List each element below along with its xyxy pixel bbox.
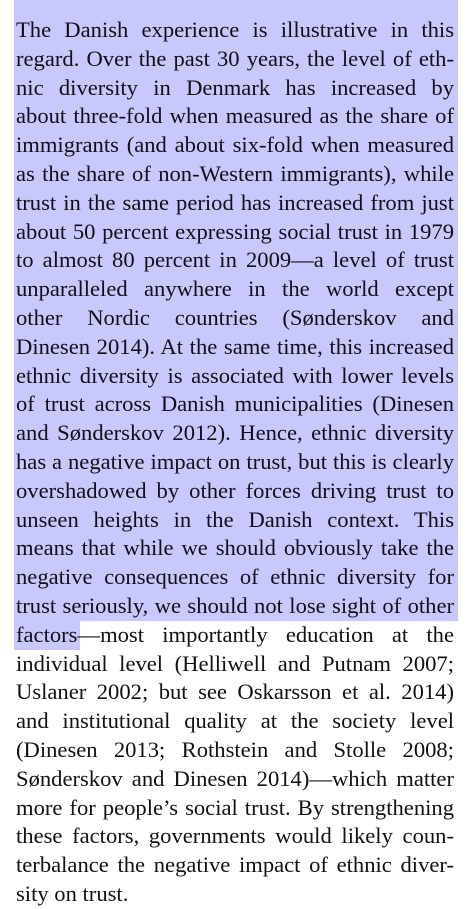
text-line: overshadowed by other forces driving tru…	[16, 477, 454, 503]
highlight-line	[14, 361, 458, 391]
text-line: trust in the same period has increased f…	[16, 189, 454, 215]
highlight-line	[14, 44, 458, 74]
highlight-line	[14, 534, 458, 564]
text-line: unseen heights in the Danish context. Th…	[16, 506, 454, 532]
text-line: regard. Over the past 30 years, the leve…	[16, 45, 454, 71]
text-line: and Sønderskov 2012). Hence, ethnic dive…	[16, 420, 454, 446]
text-line: negative consequences of ethnic diversit…	[16, 564, 454, 590]
highlight-line	[14, 188, 458, 218]
highlight-line	[14, 131, 458, 160]
text-line: as the share of non-Western immigrants),…	[16, 161, 454, 186]
text-line: trust seriously, we should not lose sigh…	[16, 593, 454, 618]
highlight-line	[14, 73, 458, 103]
highlight-partial	[14, 620, 80, 650]
highlight-line	[14, 476, 458, 506]
text-line: about 50 percent expressing social trust…	[16, 218, 454, 244]
text-line: Dinesen 2014). At the same time, this in…	[16, 333, 454, 359]
text-line: has a negative impact on trust, but this…	[16, 449, 454, 474]
highlight-top-strip	[14, 0, 458, 16]
text-line: individual level (Helliwell and Putnam 2…	[16, 650, 454, 676]
text-line: immigrants (and about six-fold when meas…	[16, 132, 454, 158]
highlight-line	[14, 246, 458, 276]
highlight-line	[14, 160, 458, 189]
text-line: terbalance the negative impact of ethnic…	[16, 852, 454, 878]
text-line: and institutional quality at the society…	[16, 708, 454, 734]
highlight-line	[14, 390, 458, 420]
text-line: Sønderskov and Dinesen 2014)—which matte…	[16, 765, 454, 791]
text-line: unparalleled anywhere in the world excep…	[16, 276, 454, 302]
highlight-line	[14, 304, 458, 333]
text-line: (Dinesen 2013; Rothstein and Stolle 2008…	[16, 737, 454, 762]
highlight-line	[14, 592, 458, 621]
highlight-line	[14, 217, 458, 247]
highlight-line	[14, 16, 458, 45]
text-line: Uslaner 2002; but see Oskarsson et al. 2…	[16, 679, 454, 705]
highlight-line	[14, 419, 458, 448]
text-line: other Nordic countries (Sønderskov and	[16, 305, 454, 330]
highlight-line	[14, 332, 458, 362]
highlight-line	[14, 505, 458, 535]
text-line: The Danish experience is illustrative in…	[16, 17, 454, 42]
text-line: sity on trust.	[16, 881, 129, 906]
text-line: of trust across Danish municipalities (D…	[16, 391, 454, 417]
text-line: more for people’s social trust. By stren…	[16, 794, 454, 820]
highlight-line	[14, 275, 458, 304]
highlight-line	[14, 102, 458, 132]
highlight-line	[14, 563, 458, 592]
text-line: about three-fold when measured as the sh…	[16, 103, 454, 129]
text-line: to almost 80 percent in 2009—a level of …	[16, 247, 454, 273]
text-line: factors—most importantly education at th…	[16, 621, 454, 647]
text-line: these factors, governments would likely …	[16, 823, 454, 849]
text-line: ethnic diversity is associated with lowe…	[16, 362, 454, 388]
text-line: nic diversity in Denmark has increased b…	[16, 74, 454, 100]
highlight-line	[14, 448, 458, 477]
text-line: means that while we should obviously tak…	[16, 535, 454, 561]
